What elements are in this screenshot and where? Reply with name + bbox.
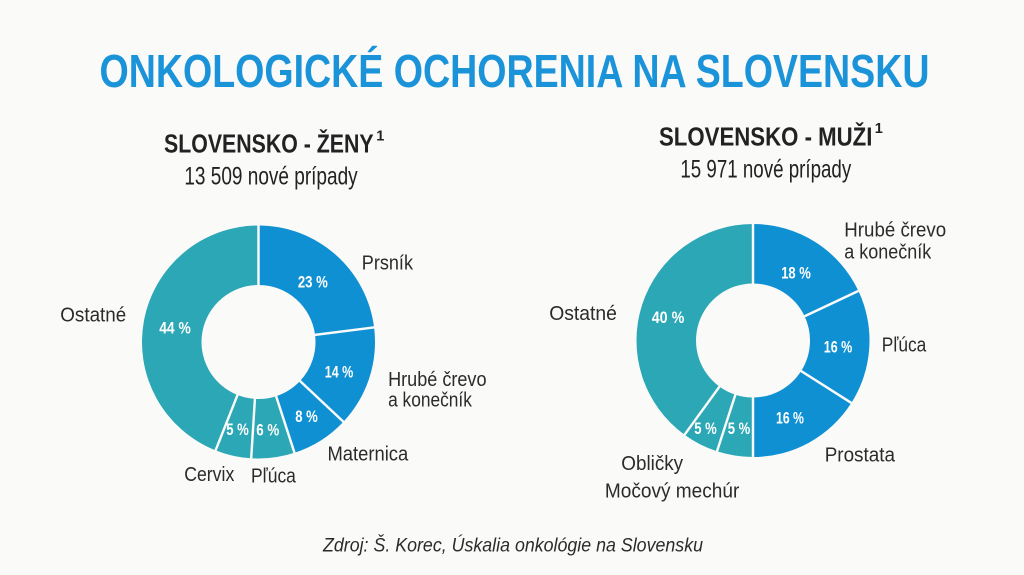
- svg-text:16 %: 16 %: [824, 338, 853, 357]
- svg-text:16 %: 16 %: [776, 409, 804, 428]
- svg-text:1: 1: [376, 128, 384, 144]
- svg-text:Obličky: Obličky: [621, 452, 683, 475]
- svg-text:40 %: 40 %: [652, 308, 685, 327]
- svg-text:1: 1: [875, 121, 883, 137]
- svg-text:Ostatné: Ostatné: [60, 304, 126, 327]
- svg-text:14 %: 14 %: [325, 363, 354, 382]
- svg-text:8 %: 8 %: [295, 407, 318, 426]
- svg-text:6 %: 6 %: [256, 420, 279, 439]
- svg-text:15 971 nové prípady: 15 971 nové prípady: [680, 156, 851, 184]
- svg-text:44 %: 44 %: [159, 318, 191, 337]
- svg-text:5 %: 5 %: [694, 419, 717, 438]
- svg-text:a konečník: a konečník: [388, 389, 472, 412]
- svg-text:5 %: 5 %: [226, 420, 249, 439]
- svg-text:Ostatné: Ostatné: [549, 302, 617, 325]
- svg-text:Cervix: Cervix: [184, 463, 235, 486]
- svg-text:Zdroj: Š. Korec, Úskalia onkol: Zdroj: Š. Korec, Úskalia onkológie na Sl…: [322, 533, 703, 556]
- svg-text:23 %: 23 %: [298, 272, 328, 291]
- svg-text:Prostata: Prostata: [825, 444, 896, 467]
- svg-text:Hrubé črevo: Hrubé črevo: [388, 368, 486, 391]
- svg-text:SLOVENSKO - ŽENY: SLOVENSKO - ŽENY: [164, 129, 374, 159]
- svg-text:a konečník: a konečník: [844, 240, 932, 263]
- svg-text:5 %: 5 %: [728, 419, 751, 438]
- svg-text:ONKOLOGICKÉ OCHORENIA NA SLOVE: ONKOLOGICKÉ OCHORENIA NA SLOVENSKU: [100, 45, 930, 97]
- svg-text:SLOVENSKO - MUŽI: SLOVENSKO - MUŽI: [659, 121, 872, 151]
- svg-text:18 %: 18 %: [781, 263, 811, 282]
- svg-text:13 509 nové prípady: 13 509 nové prípady: [184, 163, 358, 191]
- svg-text:Maternica: Maternica: [328, 443, 409, 466]
- svg-text:Hrubé črevo: Hrubé črevo: [844, 219, 946, 242]
- svg-text:Prsník: Prsník: [362, 252, 414, 275]
- svg-text:Močový mechúr: Močový mechúr: [605, 479, 740, 502]
- svg-text:Pľúca: Pľúca: [251, 465, 296, 488]
- svg-text:Pľúca: Pľúca: [882, 334, 927, 357]
